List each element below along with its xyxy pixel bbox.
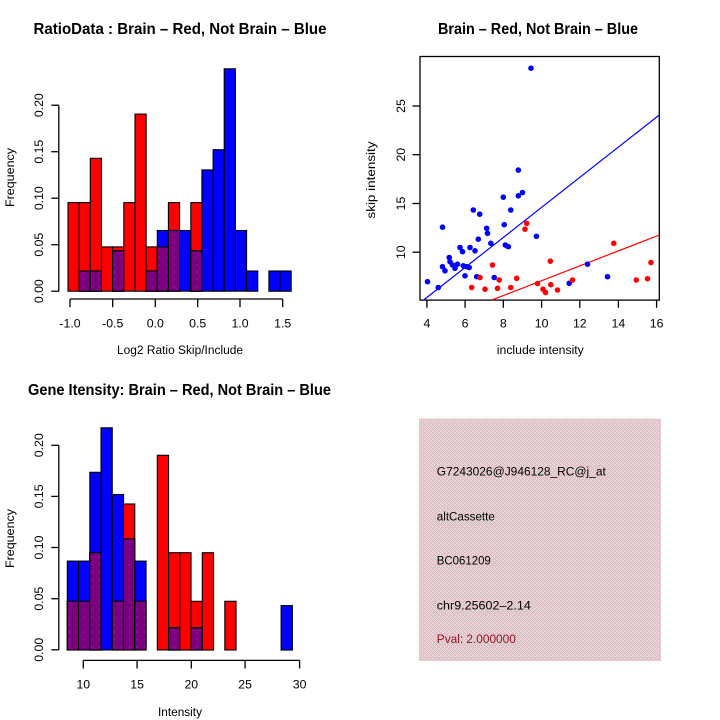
- svg-text:Log2 Ratio Skip/Include: Log2 Ratio Skip/Include: [117, 343, 243, 357]
- svg-text:0.10: 0.10: [32, 186, 46, 210]
- svg-text:chr9.25602–2.14: chr9.25602–2.14: [437, 599, 531, 613]
- svg-text:include intensity: include intensity: [497, 343, 585, 357]
- svg-text:14: 14: [612, 316, 626, 330]
- svg-text:0.0: 0.0: [147, 316, 164, 330]
- svg-text:10: 10: [76, 677, 90, 691]
- svg-text:altCassette: altCassette: [437, 510, 495, 524]
- svg-text:RatioData : Brain – Red, Not B: RatioData : Brain – Red, Not Brain – Blu…: [34, 21, 327, 38]
- svg-text:Brain – Red, Not Brain – Blue: Brain – Red, Not Brain – Blue: [438, 21, 638, 38]
- svg-text:0.15: 0.15: [32, 484, 46, 508]
- svg-text:1.0: 1.0: [231, 316, 248, 330]
- svg-text:0.15: 0.15: [32, 140, 46, 164]
- svg-text:0.20: 0.20: [32, 433, 46, 457]
- svg-text:skip intensity: skip intensity: [364, 141, 378, 219]
- svg-text:16: 16: [650, 316, 664, 330]
- svg-text:30: 30: [293, 677, 307, 691]
- svg-text:Pval: 2.000000: Pval: 2.000000: [437, 632, 516, 646]
- svg-text:Frequency: Frequency: [3, 508, 17, 568]
- svg-text:G7243026@J946128_RC@j_at: G7243026@J946128_RC@j_at: [437, 465, 607, 479]
- svg-text:12: 12: [573, 316, 587, 330]
- svg-text:10: 10: [535, 316, 549, 330]
- svg-text:0.05: 0.05: [32, 587, 46, 611]
- svg-text:10: 10: [394, 245, 408, 259]
- svg-text:0.5: 0.5: [189, 316, 206, 330]
- svg-text:1.5: 1.5: [274, 316, 291, 330]
- svg-text:15: 15: [130, 677, 144, 691]
- svg-text:0.00: 0.00: [32, 638, 46, 662]
- svg-text:25: 25: [394, 99, 408, 113]
- svg-text:20: 20: [394, 148, 408, 162]
- svg-text:0.05: 0.05: [32, 233, 46, 257]
- svg-text:Frequency: Frequency: [3, 147, 17, 207]
- svg-text:20: 20: [184, 677, 198, 691]
- svg-text:Gene Itensity: Brain – Red, No: Gene Itensity: Brain – Red, Not Brain – …: [28, 382, 331, 399]
- svg-text:8: 8: [500, 316, 507, 330]
- svg-text:Intensity: Intensity: [158, 705, 203, 719]
- svg-text:BC061209: BC061209: [437, 554, 491, 568]
- svg-text:0.00: 0.00: [32, 279, 46, 303]
- svg-text:-1.0: -1.0: [59, 316, 80, 330]
- svg-text:15: 15: [394, 197, 408, 211]
- svg-text:0.10: 0.10: [32, 535, 46, 559]
- svg-text:0.20: 0.20: [32, 93, 46, 117]
- svg-text:25: 25: [238, 677, 252, 691]
- svg-text:-0.5: -0.5: [102, 316, 123, 330]
- svg-text:6: 6: [462, 316, 469, 330]
- svg-text:4: 4: [423, 316, 430, 330]
